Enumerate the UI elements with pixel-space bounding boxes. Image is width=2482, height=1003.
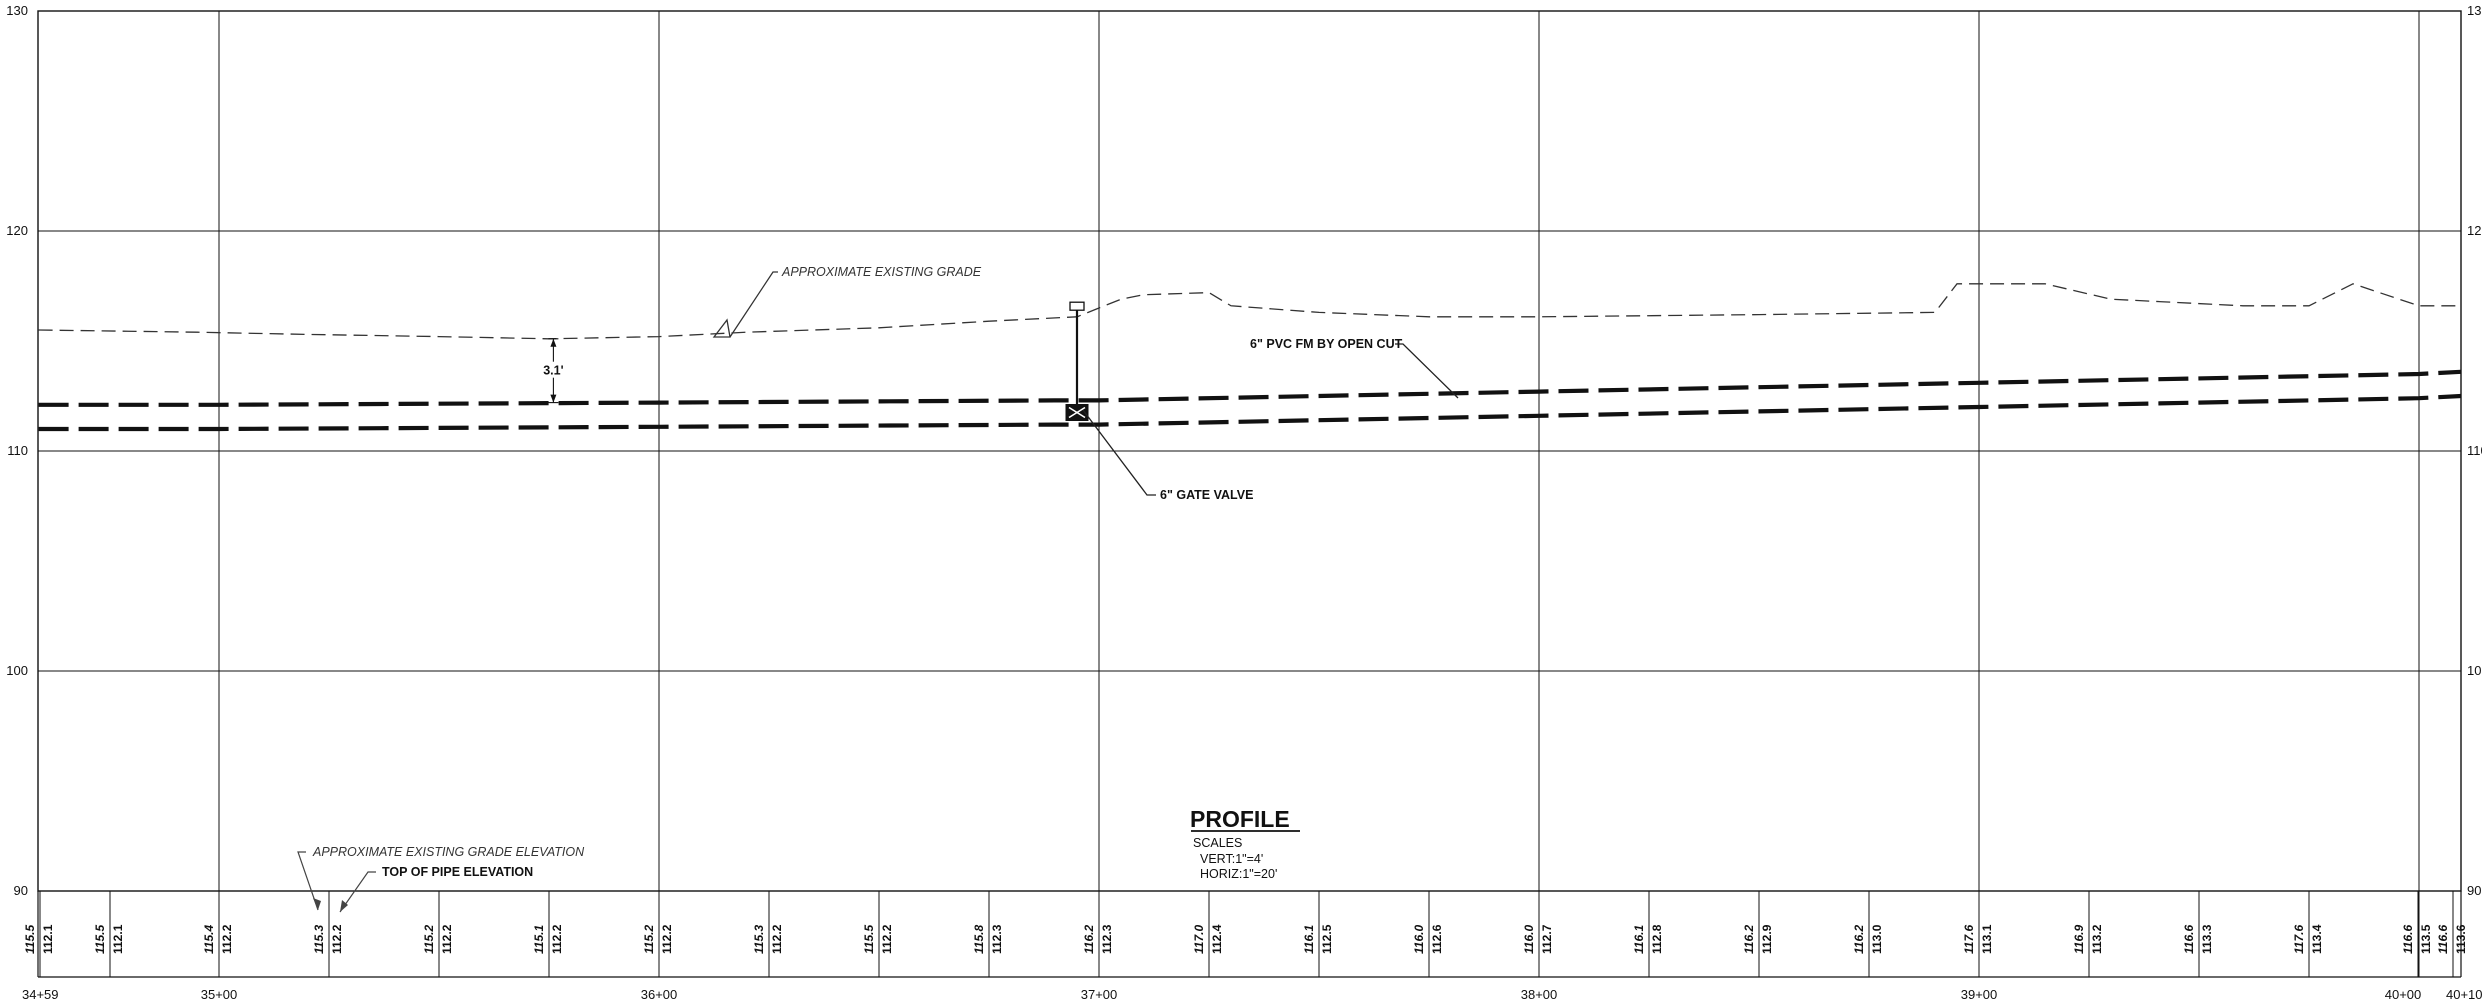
pipe-elevation-value: 112.2 xyxy=(880,924,894,954)
pipe-elevation-value: 112.2 xyxy=(440,924,454,954)
grade-elevation-value: 115.2 xyxy=(422,925,436,954)
pipe-elevation-value: 113.1 xyxy=(1980,924,1994,954)
elevation-tick-left: 90 xyxy=(14,883,28,898)
station-label: 35+00 xyxy=(201,987,238,1002)
pipe-elevation-value: 112.3 xyxy=(1100,924,1114,954)
pipe-elevation-value: 112.3 xyxy=(990,924,1004,954)
pipe-elevation-value: 113.2 xyxy=(2090,924,2104,954)
elevation-tick-right: 100 xyxy=(2467,663,2482,678)
existing-grade-path xyxy=(38,283,2461,340)
pipe-elevation-value: 112.9 xyxy=(1760,924,1774,954)
grade-elevation-value: 115.1 xyxy=(532,925,546,954)
grade-elevation-value: 116.2 xyxy=(1082,925,1096,954)
cover-arrow-top xyxy=(550,338,557,347)
pipe-elevation-value: 112.6 xyxy=(1430,924,1444,954)
pipe-elevation-value: 112.1 xyxy=(41,924,55,954)
station-label: 38+00 xyxy=(1521,987,1558,1002)
profile-grid xyxy=(37,10,2462,978)
station-label: 34+59 xyxy=(22,987,59,1002)
elevation-tick-left: 120 xyxy=(6,223,28,238)
pipe-elevation-label: TOP OF PIPE ELEVATION xyxy=(382,865,533,879)
pipe-elevation-value: 113.5 xyxy=(2419,924,2433,954)
grade-elevation-value: 115.5 xyxy=(23,925,37,954)
pipe-elevation-value: 113.4 xyxy=(2310,924,2324,954)
elevation-tick-left: 130 xyxy=(6,3,28,18)
station-label: 37+00 xyxy=(1081,987,1118,1002)
grade-elevation-value: 115.5 xyxy=(862,925,876,954)
cover-arrow-bottom xyxy=(550,394,557,403)
grade-elevation-value: 116.6 xyxy=(2436,925,2450,954)
elevation-tick-right: 130 xyxy=(2467,3,2482,18)
existing-grade-callout: APPROXIMATE EXISTING GRADE xyxy=(712,265,982,338)
elevation-tick-right: 110 xyxy=(2467,443,2482,458)
pipe-elevation-value: 112.7 xyxy=(1540,924,1554,954)
grade-elevation-value: 115.3 xyxy=(752,925,766,954)
station-label: 39+00 xyxy=(1961,987,1998,1002)
grade-elevation-value: 116.6 xyxy=(2182,925,2196,954)
horiz-scale: HORIZ:1"=20' xyxy=(1200,867,1277,881)
elevation-tick-left: 110 xyxy=(7,443,28,458)
valve-label: 6" GATE VALVE xyxy=(1160,488,1253,502)
scales-label: SCALES xyxy=(1193,836,1242,850)
pipe-elevation-value: 112.4 xyxy=(1210,924,1224,954)
pipe-elevation-value: 113.0 xyxy=(1870,924,1884,954)
station-label: 40+00 xyxy=(2385,987,2422,1002)
table-callouts: APPROXIMATE EXISTING GRADE ELEVATION TOP… xyxy=(297,845,585,913)
pipe-elevation-value: 112.2 xyxy=(550,924,564,954)
grade-elevation-value: 116.2 xyxy=(1852,925,1866,954)
grade-elevation-value: 116.0 xyxy=(1522,925,1536,954)
gate-valve-symbol xyxy=(1065,301,1089,421)
pipe-callout: 6" PVC FM BY OPEN CUT xyxy=(1250,337,1459,399)
grade-elevation-value: 117.6 xyxy=(2292,925,2306,954)
grade-elevation-label: APPROXIMATE EXISTING GRADE ELEVATION xyxy=(312,845,585,859)
grade-elevation-value: 116.9 xyxy=(2072,925,2086,954)
existing-grade-label: APPROXIMATE EXISTING GRADE xyxy=(781,265,982,279)
grade-elevation-value: 117.6 xyxy=(1962,925,1976,954)
existing-grade-line xyxy=(38,283,2461,340)
grade-elevation-value: 115.2 xyxy=(642,925,656,954)
grade-elevation-value: 115.3 xyxy=(312,925,326,954)
pipe-elevation-value: 113.3 xyxy=(2200,924,2214,954)
grade-elevation-value: 116.6 xyxy=(2401,925,2415,954)
pipe-elevation-value: 112.2 xyxy=(220,924,234,954)
cover-dimension: 3.1' xyxy=(540,338,567,404)
elevation-table: 115.5 112.1 115.5 112.1 115.4 112.2 115.3 112.2… xyxy=(23,891,2468,977)
grade-elevation-value: 115.5 xyxy=(93,925,107,954)
station-label: 40+10 xyxy=(2446,987,2482,1002)
pipe-elevation-value: 112.8 xyxy=(1650,924,1664,954)
station-label: 36+00 xyxy=(641,987,678,1002)
elevation-tick-left: 100 xyxy=(6,663,28,678)
grade-elevation-value: 116.1 xyxy=(1302,925,1316,954)
elevation-axis: 130 130 120 120 110 110 100 100 90 90 xyxy=(6,3,2482,898)
cover-depth-label: 3.1' xyxy=(543,364,563,378)
grade-elevation-value: 116.1 xyxy=(1632,925,1646,954)
pipe-elevation-value: 112.2 xyxy=(770,924,784,954)
station-axis: 34+59 35+00 36+00 37+00 38+00 39+00 40+00 40+10 xyxy=(22,987,2482,1002)
valve-x-mark xyxy=(1068,406,1086,419)
pipe-elevation-value: 112.1 xyxy=(111,924,125,954)
grade-elevation-value: 117.0 xyxy=(1192,925,1206,954)
elevation-tick-right: 90 xyxy=(2467,883,2481,898)
pipe-elevation-value: 112.2 xyxy=(330,924,344,954)
grade-elevation-value: 116.0 xyxy=(1412,925,1426,954)
profile-title-block: PROFILE SCALES VERT:1"=4' HORIZ:1"=20' xyxy=(1190,806,1300,881)
valve-box xyxy=(1069,301,1085,311)
pipe-top-line xyxy=(38,369,2462,407)
pipe-label: 6" PVC FM BY OPEN CUT xyxy=(1250,337,1403,351)
pipe-invert-line xyxy=(38,393,2462,432)
vert-scale: VERT:1"=4' xyxy=(1200,852,1263,866)
elevation-tick-right: 120 xyxy=(2467,223,2482,238)
pipe-elevation-value: 113.6 xyxy=(2454,924,2468,954)
pipe-lines xyxy=(38,369,2462,432)
valve-callout: 6" GATE VALVE xyxy=(1082,409,1253,502)
cover-label-bg xyxy=(540,361,567,378)
grade-elevation-value: 115.4 xyxy=(202,925,216,954)
pipe-elevation-value: 112.2 xyxy=(660,924,674,954)
grade-elevation-value: 115.8 xyxy=(972,925,986,954)
grade-elevation-value: 116.2 xyxy=(1742,925,1756,954)
profile-title: PROFILE xyxy=(1190,806,1290,832)
pipe-elevation-value: 112.5 xyxy=(1320,924,1334,954)
